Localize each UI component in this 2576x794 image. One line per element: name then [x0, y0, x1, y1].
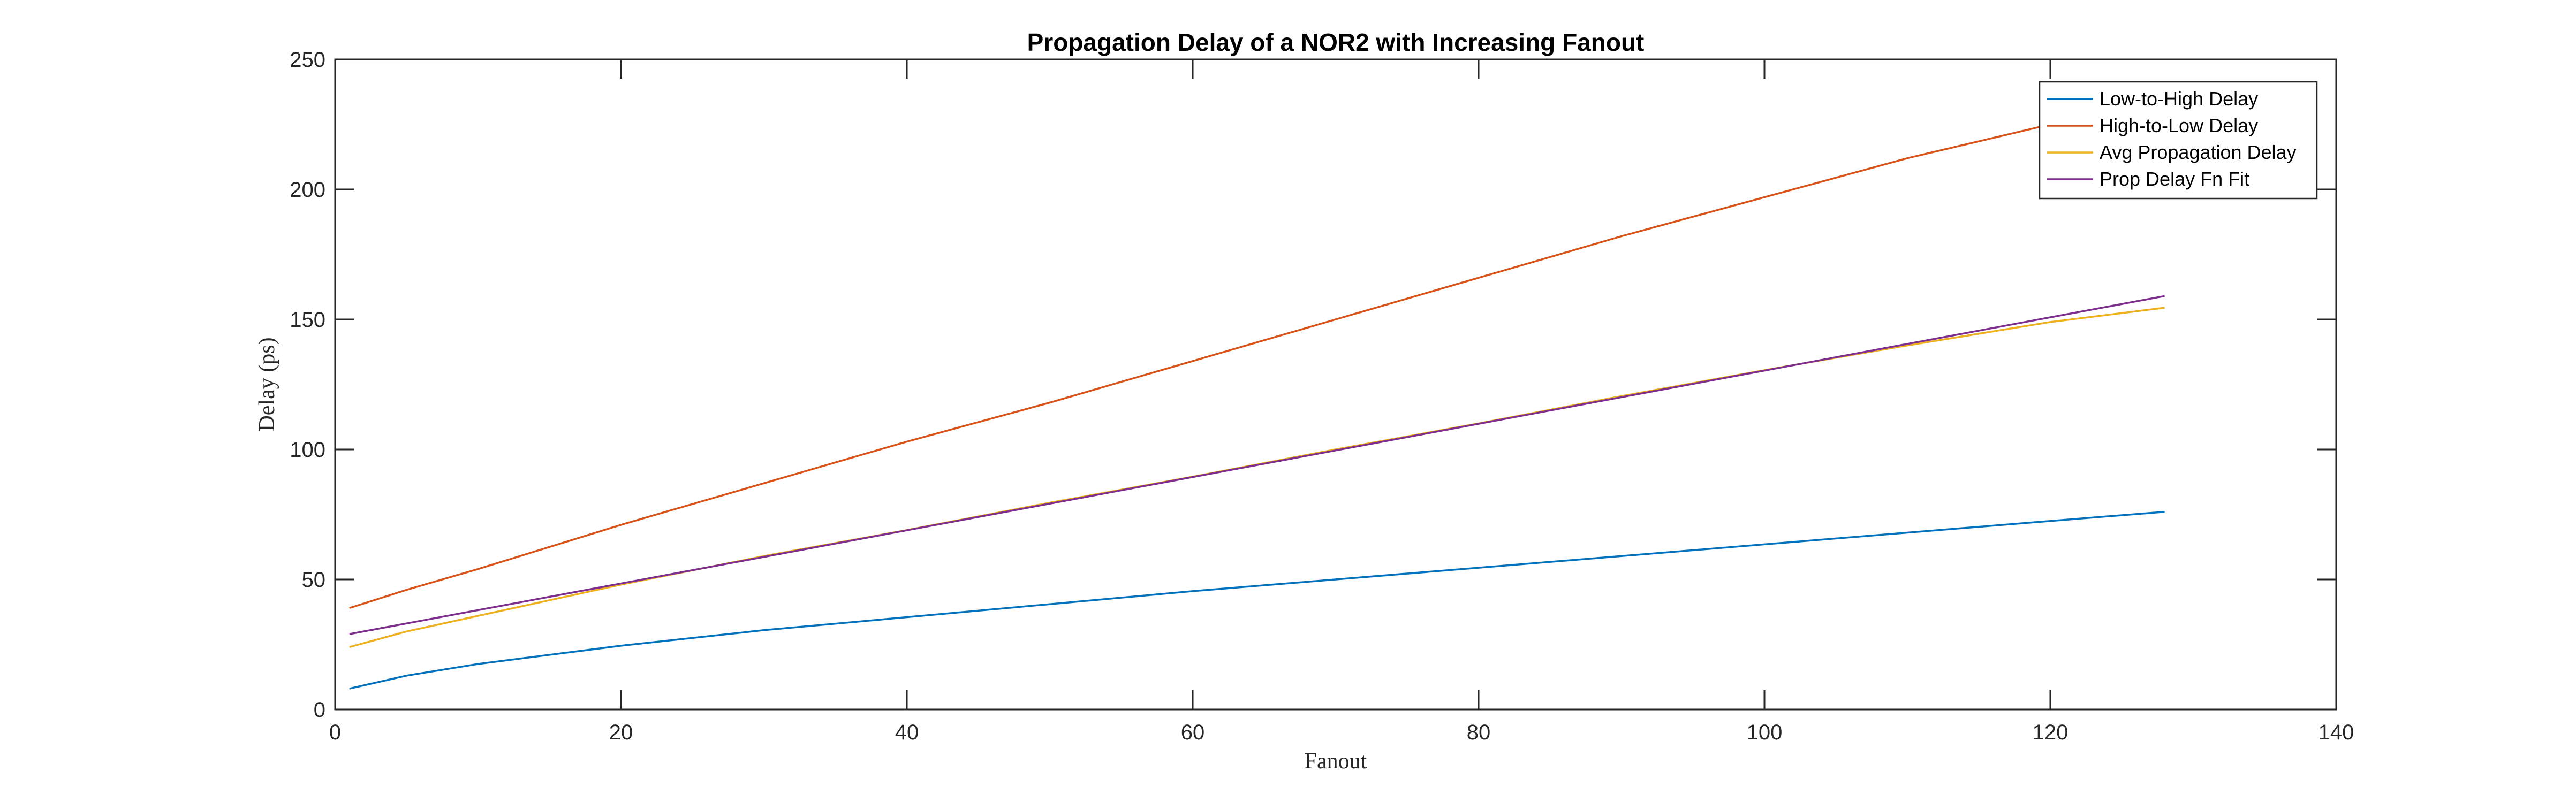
x-axis: 0 20 40 60 80 100 120 140	[329, 59, 2354, 744]
x-axis-label: Fanout	[1305, 749, 1367, 774]
legend-entry: Low-to-High Delay	[2100, 88, 2258, 110]
chart-title: Propagation Delay of a NOR2 with Increas…	[1027, 28, 1645, 56]
y-tick-label: 250	[290, 48, 325, 72]
y-tick-label: 50	[302, 568, 326, 592]
y-axis-label: Delay (ps)	[255, 337, 279, 431]
x-tick-label: 20	[609, 721, 633, 744]
series-line-1	[349, 510, 2165, 690]
x-tick-label: 120	[2033, 721, 2069, 744]
x-tick-label: 40	[895, 721, 919, 744]
x-tick-label: 140	[2319, 721, 2354, 744]
y-axis: 0 50 100 150 200 250	[290, 48, 2336, 722]
plot-area	[334, 58, 2337, 711]
plot-frame	[334, 58, 2337, 711]
legend-entry: Prop Delay Fn Fit	[2100, 168, 2249, 190]
x-tick-label: 60	[1181, 721, 1205, 744]
series-line-2	[349, 102, 2165, 609]
y-tick-label: 100	[290, 438, 325, 462]
legend-entry: Avg Propagation Delay	[2100, 141, 2297, 163]
x-tick-label: 80	[1467, 721, 1491, 744]
y-tick-label: 200	[290, 178, 325, 202]
y-tick-label: 0	[314, 698, 325, 722]
series-lines	[349, 102, 2165, 690]
legend-entry: High-to-Low Delay	[2100, 114, 2258, 136]
x-tick-label: 100	[1747, 721, 1783, 744]
x-tick-label: 0	[329, 721, 341, 744]
legend: Low-to-High Delay High-to-Low Delay Avg Pr…	[2039, 81, 2318, 200]
series-line-4	[349, 295, 2165, 635]
y-tick-label: 150	[290, 308, 325, 332]
